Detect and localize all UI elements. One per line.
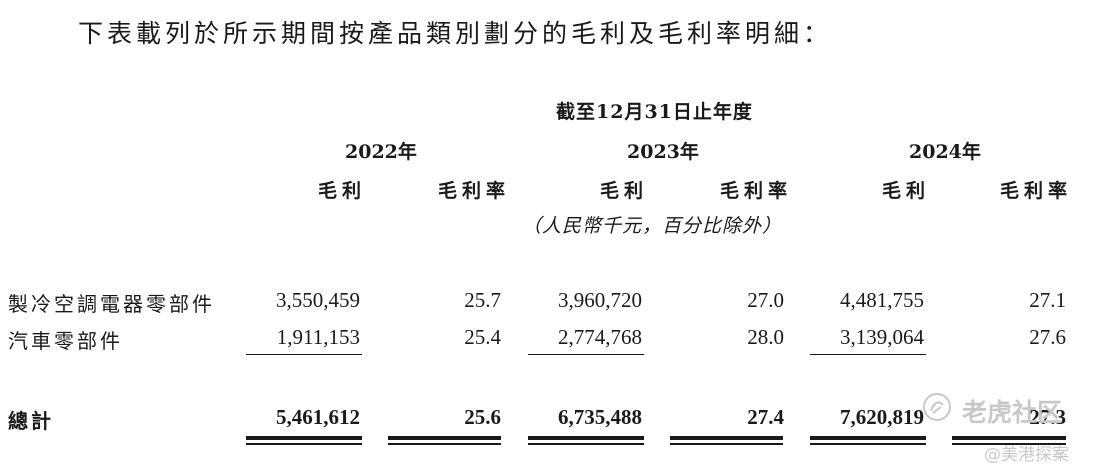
col-profit-2022: 毛利: [318, 180, 367, 202]
underline-profit-2024: [810, 354, 926, 355]
cell-profit-2024: 3,139,064: [840, 325, 924, 349]
total-margin-2024: 27.3: [1029, 405, 1066, 429]
double-underline-margin-2022: [388, 436, 501, 440]
cell-profit-2022: 1,911,153: [276, 325, 360, 349]
total-label: 總計: [8, 409, 54, 433]
cell-margin-2023: 28.0: [747, 325, 784, 349]
double-underline-margin-2023-b: [670, 443, 783, 445]
cell-margin-2022: 25.7: [464, 288, 501, 312]
col-profit-2024: 毛利: [882, 180, 931, 202]
underline-profit-2022: [246, 354, 362, 355]
double-underline-profit-2023-b: [528, 443, 644, 445]
double-underline-margin-2023: [670, 436, 783, 440]
row-label-hvac-parts: 製冷空調電器零部件: [8, 292, 215, 316]
double-underline-margin-2024: [952, 436, 1066, 440]
watermark-brand: 老虎社区: [962, 398, 1063, 427]
col-margin-2023: 毛利率: [720, 180, 793, 202]
year-2022: 2022年: [345, 141, 417, 163]
period-header: 截至12月31日止年度: [556, 101, 753, 123]
cell-profit-2022: 3,550,459: [276, 288, 360, 312]
double-underline-margin-2022-b: [388, 443, 501, 445]
unit-note: （人民幣千元，百分比除外）: [522, 215, 783, 237]
double-underline-margin-2024-b: [952, 443, 1066, 445]
col-profit-2023: 毛利: [600, 180, 649, 202]
col-margin-2024: 毛利率: [1000, 180, 1073, 202]
tiger-logo-icon: [922, 392, 952, 422]
watermark-user: @美港探案: [984, 445, 1069, 465]
total-profit-2022: 5,461,612: [276, 405, 360, 429]
double-underline-profit-2023: [528, 436, 644, 440]
double-underline-profit-2022: [246, 436, 362, 440]
col-margin-2022: 毛利率: [438, 180, 511, 202]
intro-text: 下表載列於所示期間按產品類別劃分的毛利及毛利率明細：: [78, 19, 833, 48]
underline-profit-2023: [528, 354, 644, 355]
total-profit-2023: 6,735,488: [558, 405, 642, 429]
year-2024: 2024年: [909, 141, 981, 163]
double-underline-profit-2024: [810, 436, 926, 440]
total-profit-2024: 7,620,819: [840, 405, 924, 429]
cell-profit-2023: 2,774,768: [558, 325, 642, 349]
row-label-auto-parts: 汽車零部件: [8, 329, 123, 353]
cell-margin-2023: 27.0: [747, 288, 784, 312]
cell-profit-2023: 3,960,720: [558, 288, 642, 312]
total-margin-2022: 25.6: [464, 405, 501, 429]
year-2023: 2023年: [627, 141, 699, 163]
cell-profit-2024: 4,481,755: [840, 288, 924, 312]
cell-margin-2024: 27.1: [1029, 288, 1066, 312]
cell-margin-2024: 27.6: [1029, 325, 1066, 349]
total-margin-2023: 27.4: [747, 405, 784, 429]
cell-margin-2022: 25.4: [464, 325, 501, 349]
double-underline-profit-2022-b: [246, 443, 362, 445]
double-underline-profit-2024-b: [810, 443, 926, 445]
